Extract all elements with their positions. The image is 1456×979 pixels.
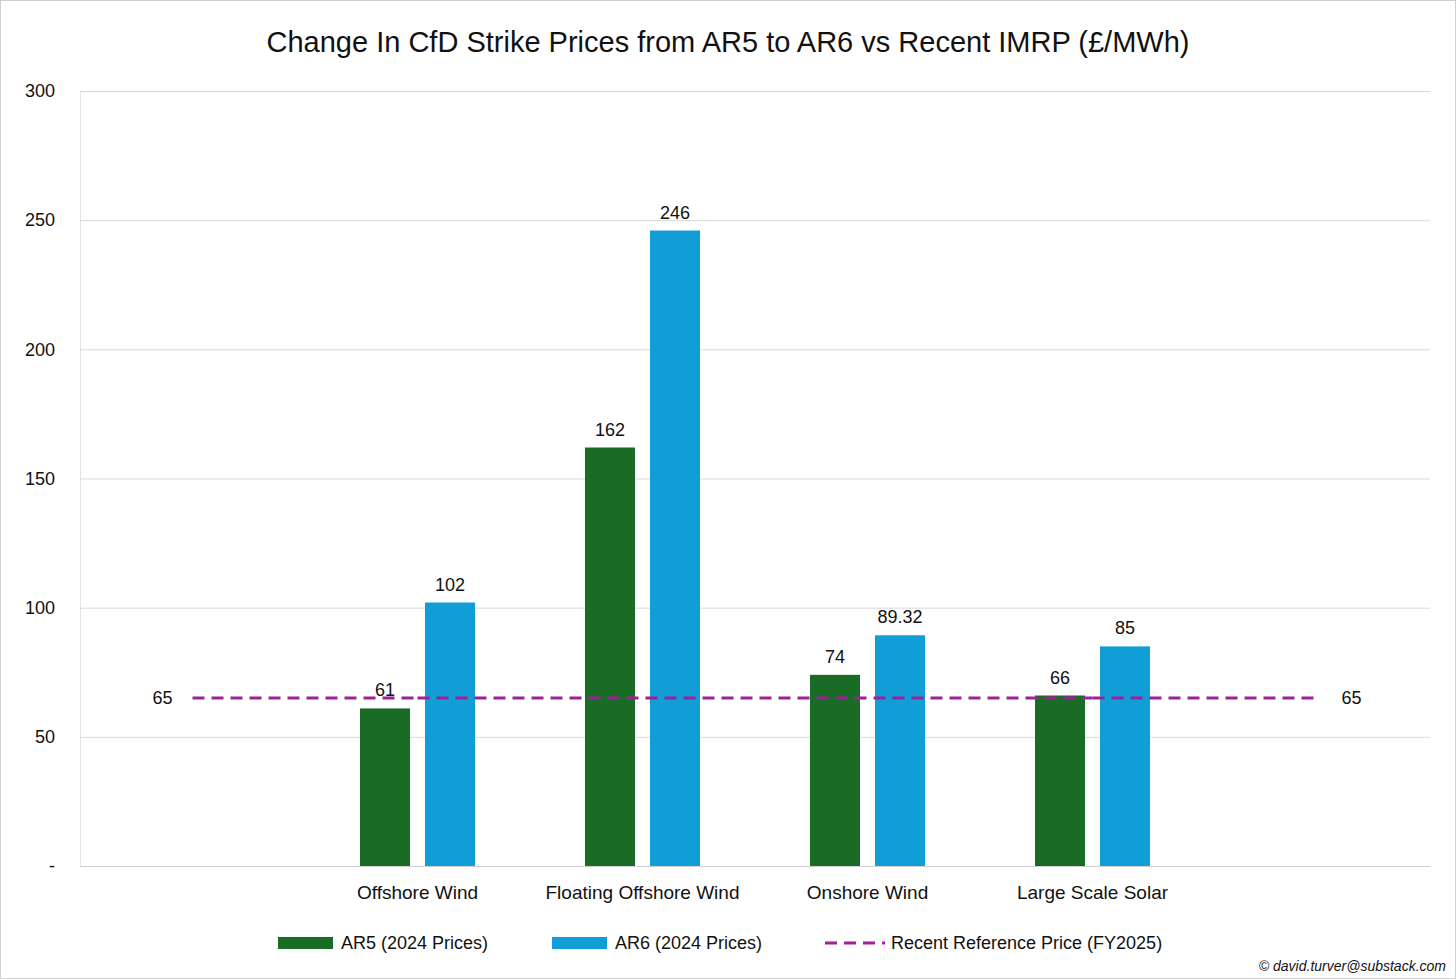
y-tick: - xyxy=(49,856,1430,876)
data-label: 102 xyxy=(435,575,465,595)
legend-label: Recent Reference Price (FY2025) xyxy=(891,933,1162,953)
background xyxy=(1,1,1456,979)
reference-line-extension xyxy=(1093,697,1318,700)
y-tick-label: 300 xyxy=(25,81,55,101)
data-label: 65 xyxy=(152,688,172,708)
x-tick: Offshore Wind xyxy=(357,866,478,903)
reference-line xyxy=(418,697,1093,700)
marks xyxy=(193,231,1318,867)
bar xyxy=(1100,646,1150,866)
x-tick-label: Large Scale Solar xyxy=(1017,882,1169,903)
y-tick: 300 xyxy=(25,81,1430,101)
y-tick-label: 200 xyxy=(25,340,55,360)
x-tick-label: Offshore Wind xyxy=(357,882,478,903)
legend-item: AR5 (2024 Prices) xyxy=(278,933,488,953)
data-label: 61 xyxy=(375,680,395,700)
grid-line xyxy=(80,479,1430,480)
legend-item: AR6 (2024 Prices) xyxy=(552,933,762,953)
bar xyxy=(360,708,410,866)
data-labels: 61 162 74 66 102 246 89.32 85 65 65 xyxy=(152,203,1361,709)
credit: © david.turver@substack.com xyxy=(1259,958,1446,974)
legend-item: Recent Reference Price (FY2025) xyxy=(825,933,1162,953)
data-label: 66 xyxy=(1050,668,1070,688)
grid-line xyxy=(80,220,1430,221)
legend-swatch xyxy=(278,937,333,949)
y-tick: 200 xyxy=(25,340,1430,360)
y-tick-label: 50 xyxy=(35,727,55,747)
legend-label: AR5 (2024 Prices) xyxy=(341,933,488,953)
data-label: 89.32 xyxy=(877,607,922,627)
y-tick: 50 xyxy=(35,727,1430,747)
chart: Change In CfD Strike Prices from AR5 to … xyxy=(0,0,1456,979)
bar xyxy=(650,231,700,867)
bar xyxy=(1035,696,1085,867)
bar xyxy=(875,635,925,866)
x-tick: Floating Offshore Wind xyxy=(546,866,740,903)
grid-line xyxy=(80,91,1430,92)
grid-line xyxy=(80,349,1430,350)
x-axis-line xyxy=(81,866,1431,867)
y-tick: 100 xyxy=(25,598,1430,618)
bar xyxy=(810,675,860,866)
bar xyxy=(585,448,635,867)
x-tick-label: Floating Offshore Wind xyxy=(546,882,740,903)
data-label: 65 xyxy=(1341,688,1361,708)
bar xyxy=(425,603,475,867)
x-tick: Large Scale Solar xyxy=(1017,866,1169,903)
data-label: 162 xyxy=(595,420,625,440)
x-tick-label: Onshore Wind xyxy=(807,882,928,903)
legend-swatch xyxy=(552,937,607,949)
x-axis: Offshore Wind Floating Offshore Wind Onsho… xyxy=(81,866,1431,903)
grid-line xyxy=(80,737,1430,738)
y-tick-label: 250 xyxy=(25,210,55,230)
data-label: 74 xyxy=(825,647,845,667)
grid-line xyxy=(80,866,1430,867)
title: Change In CfD Strike Prices from AR5 to … xyxy=(267,26,1190,58)
y-axis: - 50 100 150 200 250 300 xyxy=(25,81,1430,876)
legend: AR5 (2024 Prices) AR6 (2024 Prices) Recent… xyxy=(278,933,1162,953)
x-tick: Onshore Wind xyxy=(807,866,928,903)
grid-line xyxy=(80,608,1430,609)
data-label: 246 xyxy=(660,203,690,223)
y-tick-label: 100 xyxy=(25,598,55,618)
y-tick-label: 150 xyxy=(25,469,55,489)
legend-label: AR6 (2024 Prices) xyxy=(615,933,762,953)
legend-swatch xyxy=(825,942,885,945)
y-tick: 150 xyxy=(25,469,1430,489)
data-label: 85 xyxy=(1115,618,1135,638)
y-tick-label: - xyxy=(49,856,55,876)
y-tick: 250 xyxy=(25,210,1430,230)
